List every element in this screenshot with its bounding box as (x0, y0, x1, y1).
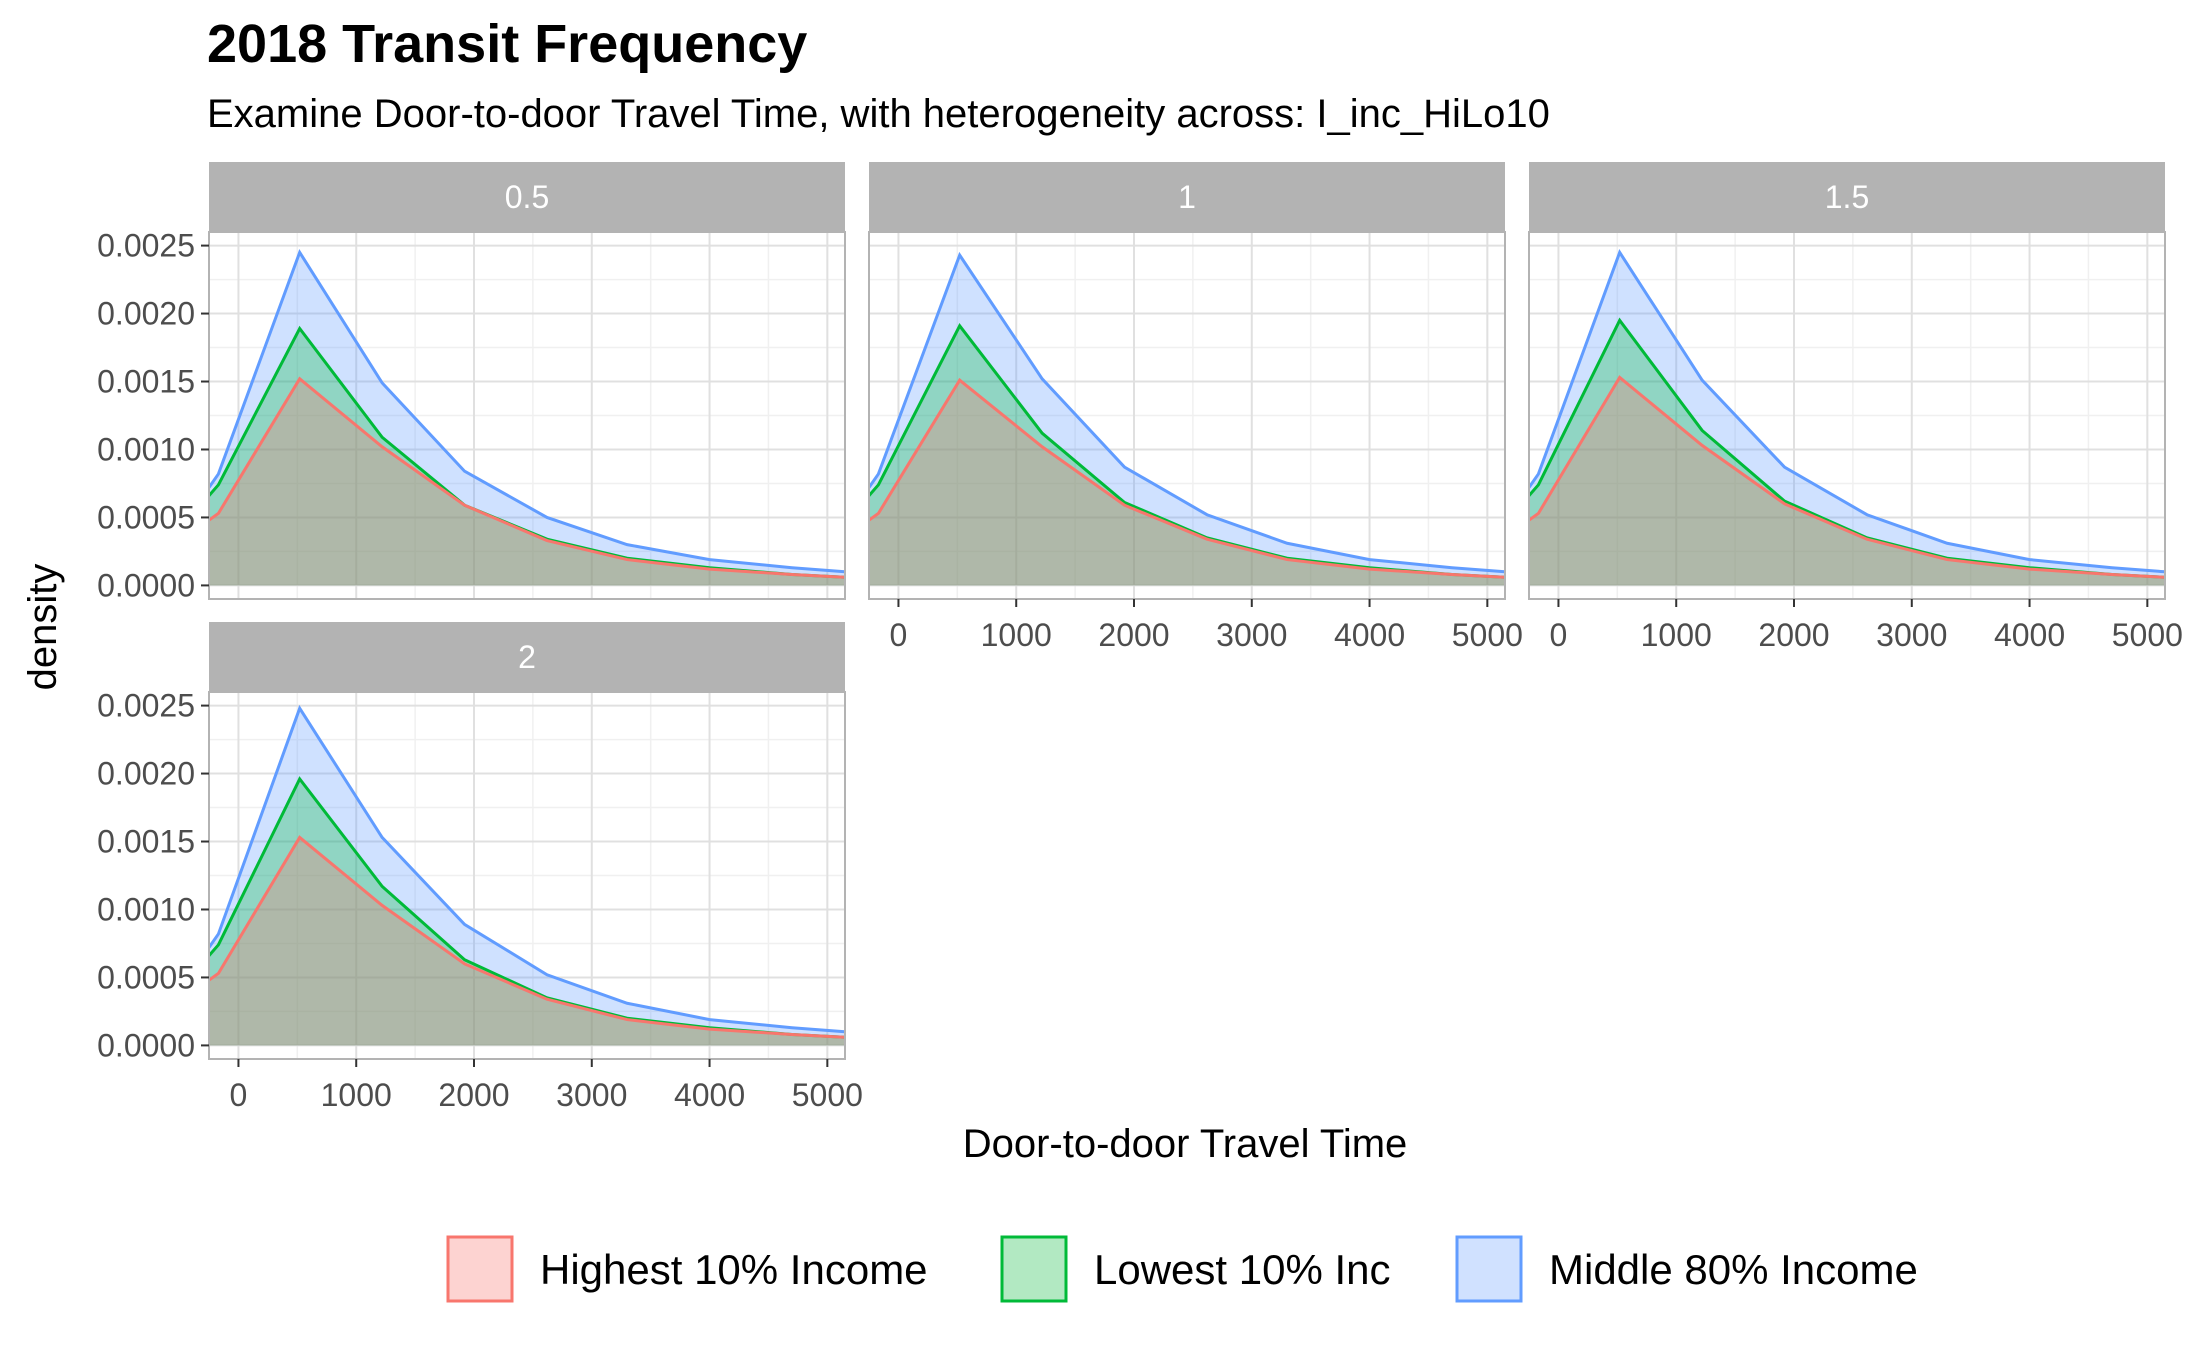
area-middle-80-income (1529, 252, 2165, 586)
x-tick-label: 5000 (2112, 617, 2183, 653)
x-tick-label: 0 (1550, 617, 1568, 653)
y-tick-label: 0.0015 (97, 364, 195, 400)
y-axis-title: density (21, 564, 65, 691)
facet-panel-1.5: 1.5 0 1000 2000 3000 4000 5000 (1528, 162, 2183, 653)
x-tick-label: 3000 (1216, 617, 1287, 653)
x-tick-label: 2000 (1098, 617, 1169, 653)
area-middle-80-income (209, 708, 845, 1046)
area-highest-10-income (1529, 377, 2165, 586)
facet-panel-0.5: 0.5 0.0000 0.0005 0.0010 0.0015 0.0020 0.0025 (97, 162, 846, 603)
x-tick-label: 0 (230, 1077, 248, 1113)
y-tick-label: 0.0020 (97, 296, 195, 332)
x-tick-label: 4000 (1334, 617, 1405, 653)
area-highest-10-income (209, 378, 845, 586)
legend-item-1: Lowest 10% Inc (1000, 1235, 1391, 1303)
area-middle-80-income (869, 255, 1505, 586)
area-lowest-10-inc (869, 325, 1505, 586)
legend-item-0: Highest 10% Income (446, 1235, 928, 1303)
line-highest-10-income (1529, 375, 2165, 579)
grid (209, 692, 845, 1059)
x-tick-label: 1000 (1641, 617, 1712, 653)
line-middle-80-income (869, 251, 1505, 574)
facet-strip (209, 162, 845, 232)
facet-strip (209, 622, 845, 692)
legend-label: Middle 80% Income (1549, 1246, 1918, 1293)
facet-strip-label: 1 (1178, 179, 1196, 215)
y-tick-label: 0.0020 (97, 756, 195, 792)
x-tick-label: 3000 (556, 1077, 627, 1113)
panel-border (868, 231, 1506, 600)
chart-title: 2018 Transit Frequency (207, 14, 807, 74)
line-middle-80-income (209, 249, 845, 574)
y-tick-label: 0.0010 (97, 431, 195, 467)
chart-subtitle: Examine Door-to-door Travel Time, with h… (207, 92, 1550, 136)
line-highest-10-income (209, 835, 845, 1039)
legend-key (1000, 1235, 1068, 1303)
panel-border (208, 231, 846, 600)
x-axis-title: Door-to-door Travel Time (963, 1122, 1408, 1166)
y-tick-label: 0.0025 (97, 688, 195, 724)
y-tick-label: 0.0025 (97, 228, 195, 264)
x-tick-label: 2000 (438, 1077, 509, 1113)
series-group (869, 251, 1505, 586)
facet-strip-label: 1.5 (1825, 179, 1869, 215)
x-tick-label: 4000 (1994, 617, 2065, 653)
facet-panel-2: 2 0.0000 0.0005 0.0010 0.0015 0.0020 0.0025 0 10… (97, 622, 863, 1113)
y-tick-label: 0.0005 (97, 959, 195, 995)
area-highest-10-income (209, 837, 845, 1046)
x-tick-label: 3000 (1876, 617, 1947, 653)
x-tick-label: 5000 (1452, 617, 1523, 653)
area-middle-80-income (209, 252, 845, 586)
panel-border (208, 691, 846, 1060)
legend-label: Highest 10% Income (540, 1246, 928, 1293)
grid (869, 232, 1505, 599)
line-highest-10-income (209, 376, 845, 579)
legend-key (1455, 1235, 1523, 1303)
series-group (1529, 249, 2165, 586)
series-group (209, 704, 845, 1046)
facet-panel-1: 1 0 1000 2000 3000 4000 5000 (868, 162, 1523, 653)
series-group (209, 249, 845, 586)
line-middle-80-income (209, 704, 845, 1034)
legend: Highest 10% Income Lowest 10% Inc Middle 8… (446, 1235, 1918, 1303)
x-tick-label: 4000 (674, 1077, 745, 1113)
facet-strip (1529, 162, 2165, 232)
line-highest-10-income (869, 377, 1505, 579)
y-tick-label: 0.0010 (97, 891, 195, 927)
x-tick-label: 0 (890, 617, 908, 653)
facet-strip (869, 162, 1505, 232)
y-tick-label: 0.0000 (97, 567, 195, 603)
facet-panels: 0.5 0.0000 0.0005 0.0010 0.0015 0.0020 0.0025 1… (97, 162, 2183, 1113)
x-tick-label: 5000 (792, 1077, 863, 1113)
area-lowest-10-inc (209, 328, 845, 586)
area-highest-10-income (869, 380, 1505, 586)
area-lowest-10-inc (209, 778, 845, 1046)
panel-border (1528, 231, 2166, 600)
line-middle-80-income (1529, 249, 2165, 574)
facet-strip-label: 0.5 (505, 179, 549, 215)
y-tick-label: 0.0000 (97, 1027, 195, 1063)
facet-strip-label: 2 (518, 639, 536, 675)
x-tick-label: 1000 (981, 617, 1052, 653)
x-tick-label: 2000 (1758, 617, 1829, 653)
legend-item-2: Middle 80% Income (1455, 1235, 1918, 1303)
legend-label: Lowest 10% Inc (1094, 1246, 1391, 1293)
area-lowest-10-inc (1529, 320, 2165, 586)
x-tick-label: 1000 (321, 1077, 392, 1113)
legend-key (446, 1235, 514, 1303)
y-tick-label: 0.0015 (97, 824, 195, 860)
y-tick-label: 0.0005 (97, 499, 195, 535)
